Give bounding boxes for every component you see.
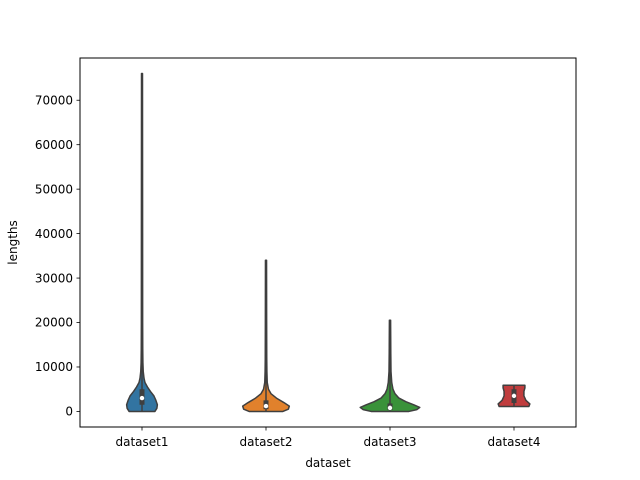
y-tick-label: 30000 <box>35 271 73 285</box>
y-tick-label: 20000 <box>35 316 73 330</box>
y-axis-label: lengths <box>6 220 20 265</box>
median-marker <box>387 405 393 411</box>
median-marker <box>139 395 145 401</box>
x-axis: dataset1 dataset2 dataset3 dataset4 <box>115 427 541 449</box>
y-tick-label: 10000 <box>35 360 73 374</box>
y-tick-label: 40000 <box>35 227 73 241</box>
median-marker <box>263 403 269 409</box>
y-tick-label: 70000 <box>35 93 73 107</box>
y-tick-label: 50000 <box>35 182 73 196</box>
plot-frame <box>79 57 577 428</box>
x-tick-label: dataset4 <box>487 435 540 449</box>
y-tick-label: 60000 <box>35 138 73 152</box>
x-tick-label: dataset1 <box>115 435 168 449</box>
x-axis-label: dataset <box>305 456 351 470</box>
y-tick-label: 0 <box>65 405 73 419</box>
x-tick-label: dataset3 <box>363 435 416 449</box>
violins-layer <box>125 72 531 413</box>
x-tick-label: dataset2 <box>239 435 292 449</box>
median-marker <box>511 393 517 399</box>
y-axis: 0 10000 20000 30000 40000 50000 60000 70000 <box>35 93 80 419</box>
